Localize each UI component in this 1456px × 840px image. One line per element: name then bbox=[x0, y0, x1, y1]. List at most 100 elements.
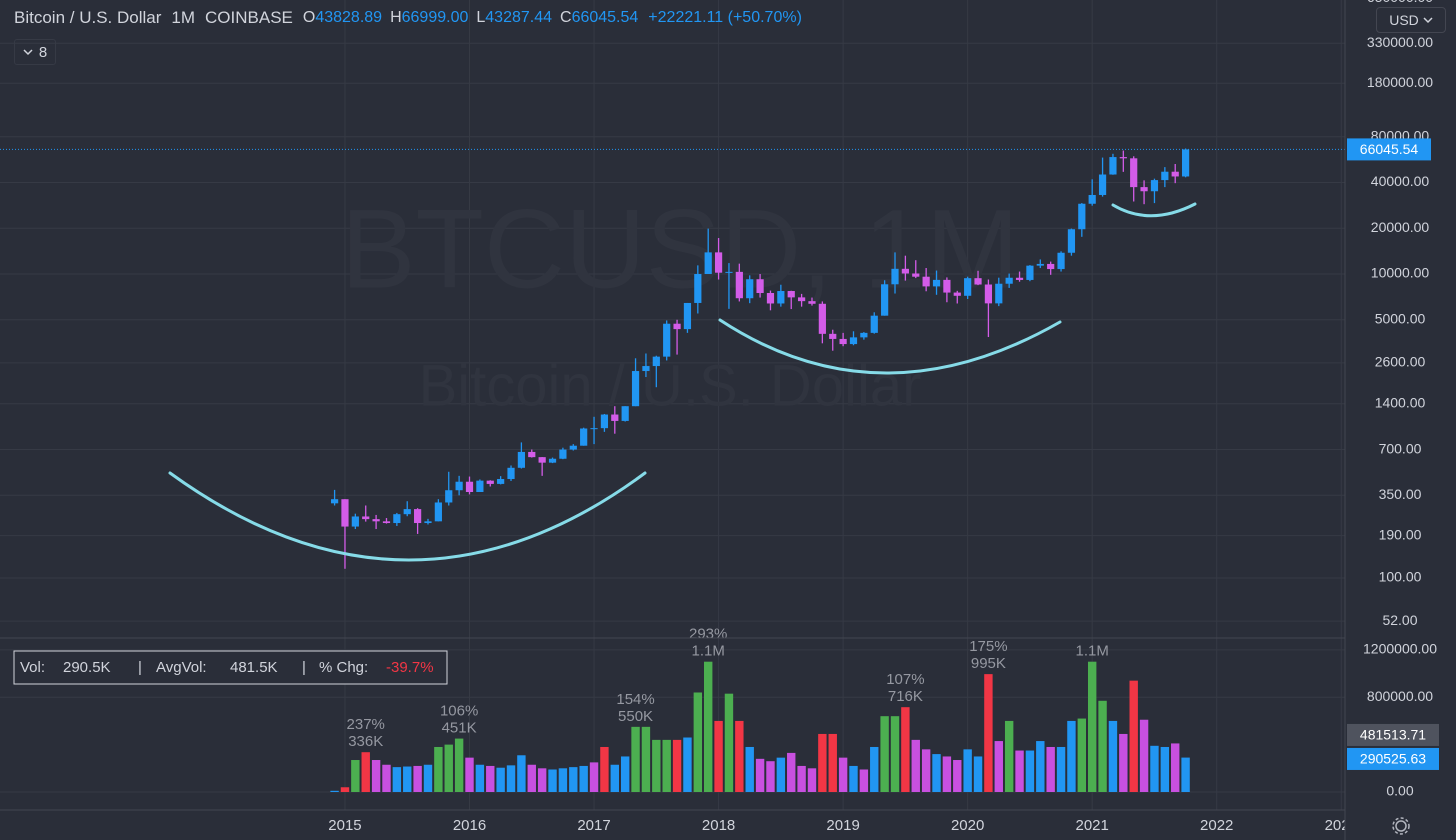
x-tick-label: 2021 bbox=[1076, 817, 1109, 834]
x-tick-label: 2020 bbox=[951, 817, 984, 834]
candle-body bbox=[393, 514, 401, 524]
ohlc-key: C bbox=[560, 9, 572, 26]
candle-body bbox=[683, 302, 692, 330]
currency-select[interactable]: USD bbox=[1376, 7, 1446, 33]
candle-body bbox=[1036, 263, 1044, 266]
volume-bar bbox=[652, 739, 661, 792]
candle-body bbox=[1098, 174, 1107, 195]
time-axis: 2015 2016 2017 2018 2019 2020 2021 2022 2023 bbox=[328, 817, 1358, 834]
candle-body bbox=[424, 521, 432, 524]
candle-body bbox=[600, 414, 609, 429]
volume-bar bbox=[994, 741, 1003, 792]
volume-annotation: 175% bbox=[969, 638, 1007, 655]
x-tick-label: 2018 bbox=[702, 817, 735, 834]
currency[interactable]: USD bbox=[1389, 12, 1419, 28]
volume-annotation: 336K bbox=[348, 733, 383, 750]
candle-body bbox=[330, 499, 339, 504]
y-tick-label: 180000.00 bbox=[1367, 74, 1433, 90]
candle-body bbox=[1088, 194, 1096, 204]
y2-tick-label: 1200000.00 bbox=[1363, 641, 1437, 657]
candle-body bbox=[746, 279, 754, 299]
candle-body bbox=[694, 274, 702, 303]
volume-bar bbox=[704, 661, 713, 792]
y-tick-label: 1400.00 bbox=[1375, 395, 1426, 411]
volume-bar bbox=[901, 707, 910, 792]
volume-bar bbox=[745, 746, 754, 792]
ohlc-value: 43287.44 bbox=[485, 9, 552, 26]
candle-body bbox=[1171, 171, 1179, 177]
interval[interactable]: 1M bbox=[171, 8, 196, 27]
indicator-count[interactable]: 8 bbox=[38, 43, 48, 61]
chevron[interactable] bbox=[1423, 16, 1433, 24]
volume-bar bbox=[413, 765, 422, 792]
symbol-title: Bitcoin / U.S. Dollar bbox=[14, 8, 162, 27]
cup-curve bbox=[168, 471, 647, 562]
volume-bar bbox=[849, 765, 858, 792]
ohlc-value: 66045.54 bbox=[571, 9, 639, 26]
volume-bar bbox=[1150, 745, 1159, 792]
candle-body bbox=[704, 252, 712, 275]
indicators-toggle[interactable]: 8 bbox=[14, 39, 56, 65]
candle-body bbox=[507, 467, 515, 480]
price-axis-panel bbox=[1345, 0, 1456, 840]
ohlc-key: H bbox=[390, 9, 402, 26]
candle-body bbox=[445, 490, 453, 503]
volume-bar bbox=[755, 758, 765, 792]
candle-body bbox=[663, 323, 671, 357]
chevron[interactable] bbox=[23, 48, 33, 56]
candle-body bbox=[974, 278, 982, 285]
candle-body bbox=[621, 406, 629, 421]
volume-bar bbox=[620, 756, 630, 792]
candle-body bbox=[1161, 171, 1169, 181]
symbol-header: Bitcoin / U.S. Dollar 1M COINBASE O43828… bbox=[14, 8, 802, 28]
ohlc-item: C66045.54 bbox=[560, 9, 638, 27]
volume-bar bbox=[942, 756, 952, 792]
volume-annotation: 106% bbox=[440, 703, 478, 720]
volume-bar bbox=[672, 739, 682, 792]
candle-body bbox=[652, 356, 660, 367]
last-volume-label: 290525.63 bbox=[1360, 751, 1426, 767]
candle-body bbox=[673, 323, 681, 330]
last-price-tag bbox=[1347, 138, 1431, 161]
volume-bar bbox=[423, 764, 433, 792]
volume-bar bbox=[1036, 741, 1045, 792]
volume-bar bbox=[351, 760, 360, 792]
candle-body bbox=[829, 333, 837, 339]
volume-bar bbox=[828, 733, 837, 792]
candle-body bbox=[465, 481, 474, 493]
volume-annotation: 107% bbox=[886, 671, 924, 688]
candle-body bbox=[1109, 157, 1117, 175]
volume-bar bbox=[631, 726, 640, 792]
volume-bar bbox=[984, 674, 993, 792]
y-tick-label: 100.00 bbox=[1379, 569, 1422, 585]
volume-bar bbox=[932, 754, 941, 792]
grid bbox=[0, 0, 1345, 810]
candle-body bbox=[953, 292, 961, 296]
candle-body bbox=[486, 480, 494, 484]
candle-body bbox=[1026, 265, 1034, 280]
y-tick-label: 40000.00 bbox=[1371, 173, 1430, 189]
candle-body bbox=[808, 301, 816, 304]
gear[interactable] bbox=[1395, 820, 1407, 832]
stat-value: 481.5K bbox=[230, 659, 278, 676]
avg-volume-label: 481513.71 bbox=[1360, 727, 1426, 743]
volume-annotation: 237% bbox=[347, 716, 385, 733]
volume-bar bbox=[340, 787, 350, 792]
volume-annotation: 1.1M bbox=[1076, 643, 1109, 660]
volume-annotation: 154% bbox=[616, 691, 654, 708]
volume-bar bbox=[921, 749, 931, 792]
volume-bar bbox=[600, 746, 609, 792]
volume-bar bbox=[589, 762, 599, 792]
volume-bar bbox=[330, 790, 339, 792]
gear-teeth[interactable] bbox=[1392, 817, 1410, 835]
cup-curve bbox=[718, 318, 1062, 375]
settings-icon[interactable] bbox=[1392, 817, 1410, 835]
volume-bar bbox=[859, 769, 869, 792]
candle-body bbox=[528, 451, 536, 458]
x-tick-label: 2017 bbox=[577, 817, 610, 834]
change: +22221.11 (+50.70%) bbox=[648, 9, 802, 26]
volume-bar bbox=[527, 764, 536, 792]
candle-body bbox=[1119, 157, 1127, 159]
candle-body bbox=[1047, 263, 1055, 270]
candle-body bbox=[569, 445, 577, 450]
